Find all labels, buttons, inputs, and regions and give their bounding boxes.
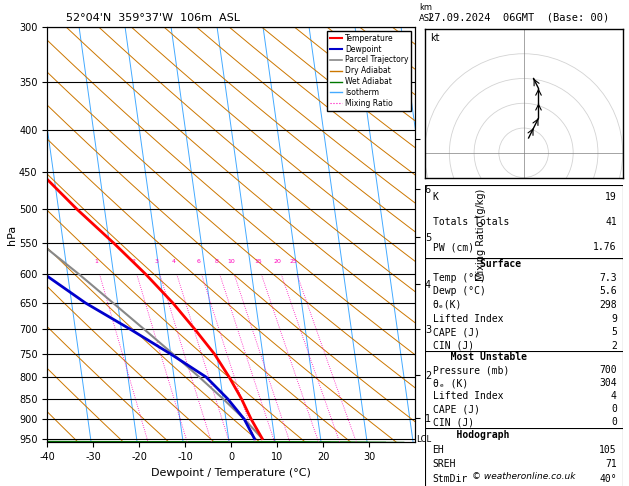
Text: 41: 41 [605,217,617,227]
Text: © weatheronline.co.uk: © weatheronline.co.uk [472,472,576,481]
Text: CIN (J): CIN (J) [433,341,474,350]
Text: Lifted Index: Lifted Index [433,313,503,324]
Text: 3: 3 [155,259,159,264]
Text: 4: 4 [611,391,617,401]
Text: 5: 5 [611,327,617,337]
Text: 15: 15 [254,259,262,264]
Text: Dewp (°C): Dewp (°C) [433,286,486,296]
Text: Temp (°C): Temp (°C) [433,273,486,283]
Text: 10: 10 [227,259,235,264]
Text: LCL: LCL [416,435,431,444]
Text: Totals Totals: Totals Totals [433,217,509,227]
Text: 5.6: 5.6 [599,286,617,296]
Text: km
ASL: km ASL [419,3,435,22]
Text: 6: 6 [196,259,200,264]
Text: Lifted Index: Lifted Index [433,391,503,401]
Text: 2: 2 [132,259,136,264]
Text: 7.3: 7.3 [599,273,617,283]
Text: 105: 105 [599,445,617,454]
Text: 0: 0 [611,404,617,414]
Text: 71: 71 [605,459,617,469]
Text: Pressure (mb): Pressure (mb) [433,365,509,375]
Text: Surface: Surface [433,260,521,269]
Text: K: K [433,192,438,202]
Y-axis label: hPa: hPa [8,225,18,244]
Text: 298: 298 [599,300,617,310]
Text: 1: 1 [95,259,99,264]
Text: PW (cm): PW (cm) [433,243,474,252]
Text: 9: 9 [611,313,617,324]
Text: 4: 4 [172,259,175,264]
Text: 25: 25 [289,259,298,264]
Text: EH: EH [433,445,444,454]
Text: Most Unstable: Most Unstable [433,352,526,363]
Text: 1.76: 1.76 [593,243,617,252]
Text: 304: 304 [599,378,617,388]
Text: 2: 2 [611,341,617,350]
Text: 40°: 40° [599,474,617,484]
Legend: Temperature, Dewpoint, Parcel Trajectory, Dry Adiabat, Wet Adiabat, Isotherm, Mi: Temperature, Dewpoint, Parcel Trajectory… [327,31,411,111]
X-axis label: Dewpoint / Temperature (°C): Dewpoint / Temperature (°C) [151,468,311,478]
Text: CIN (J): CIN (J) [433,417,474,427]
Text: CAPE (J): CAPE (J) [433,404,479,414]
Text: StmDir: StmDir [433,474,468,484]
Text: θₑ (K): θₑ (K) [433,378,468,388]
Text: θₑ(K): θₑ(K) [433,300,462,310]
Text: 700: 700 [599,365,617,375]
Text: 20: 20 [274,259,282,264]
Text: kt: kt [430,34,440,43]
Text: 0: 0 [611,417,617,427]
Text: SREH: SREH [433,459,456,469]
Text: Mixing Ratio (g/kg): Mixing Ratio (g/kg) [476,189,486,280]
Text: 8: 8 [214,259,218,264]
Text: CAPE (J): CAPE (J) [433,327,479,337]
Text: 52°04'N  359°37'W  106m  ASL: 52°04'N 359°37'W 106m ASL [65,13,240,23]
Text: 27.09.2024  06GMT  (Base: 00): 27.09.2024 06GMT (Base: 00) [428,12,609,22]
Text: 19: 19 [605,192,617,202]
Text: Hodograph: Hodograph [433,430,509,440]
